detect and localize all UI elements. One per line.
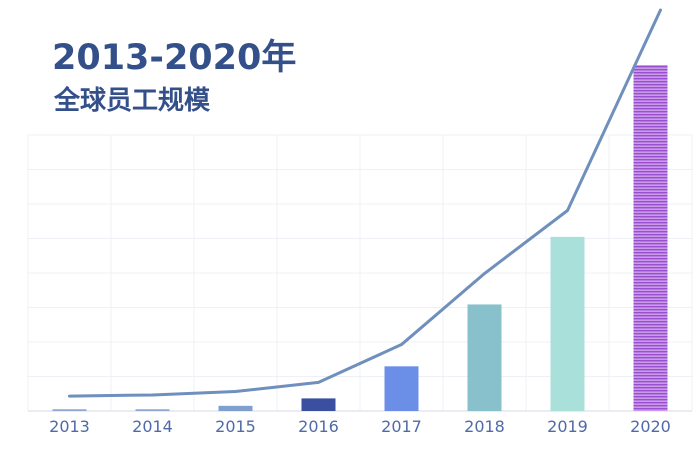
x-tick-label: 2019 (547, 417, 588, 436)
x-tick-label: 2013 (49, 417, 90, 436)
bar-2016 (301, 398, 336, 411)
chart-title: 2013-2020年 (52, 38, 297, 78)
bars (52, 64, 668, 411)
x-tick-label: 2017 (381, 417, 422, 436)
bar-2020 (633, 64, 668, 411)
x-tick-label: 2018 (464, 417, 505, 436)
trend-line (68, 8, 662, 398)
x-tick-label: 2020 (630, 417, 671, 436)
x-tick-label: 2016 (298, 417, 339, 436)
bar-2013 (52, 409, 87, 411)
bar-2015 (218, 405, 253, 411)
bar-2018 (467, 304, 502, 411)
x-tick-label: 2015 (215, 417, 256, 436)
bar-2019 (550, 236, 585, 411)
bar-2017 (384, 366, 419, 411)
chart-subtitle: 全球员工规模 (54, 86, 211, 116)
x-tick-label: 2014 (132, 417, 173, 436)
trend-line-path (68, 8, 662, 398)
grid (27, 134, 693, 412)
bar-2014 (135, 409, 170, 411)
x-axis-labels: 2013 2014 2015 2016 2017 2018 2019 2020 (49, 417, 671, 436)
